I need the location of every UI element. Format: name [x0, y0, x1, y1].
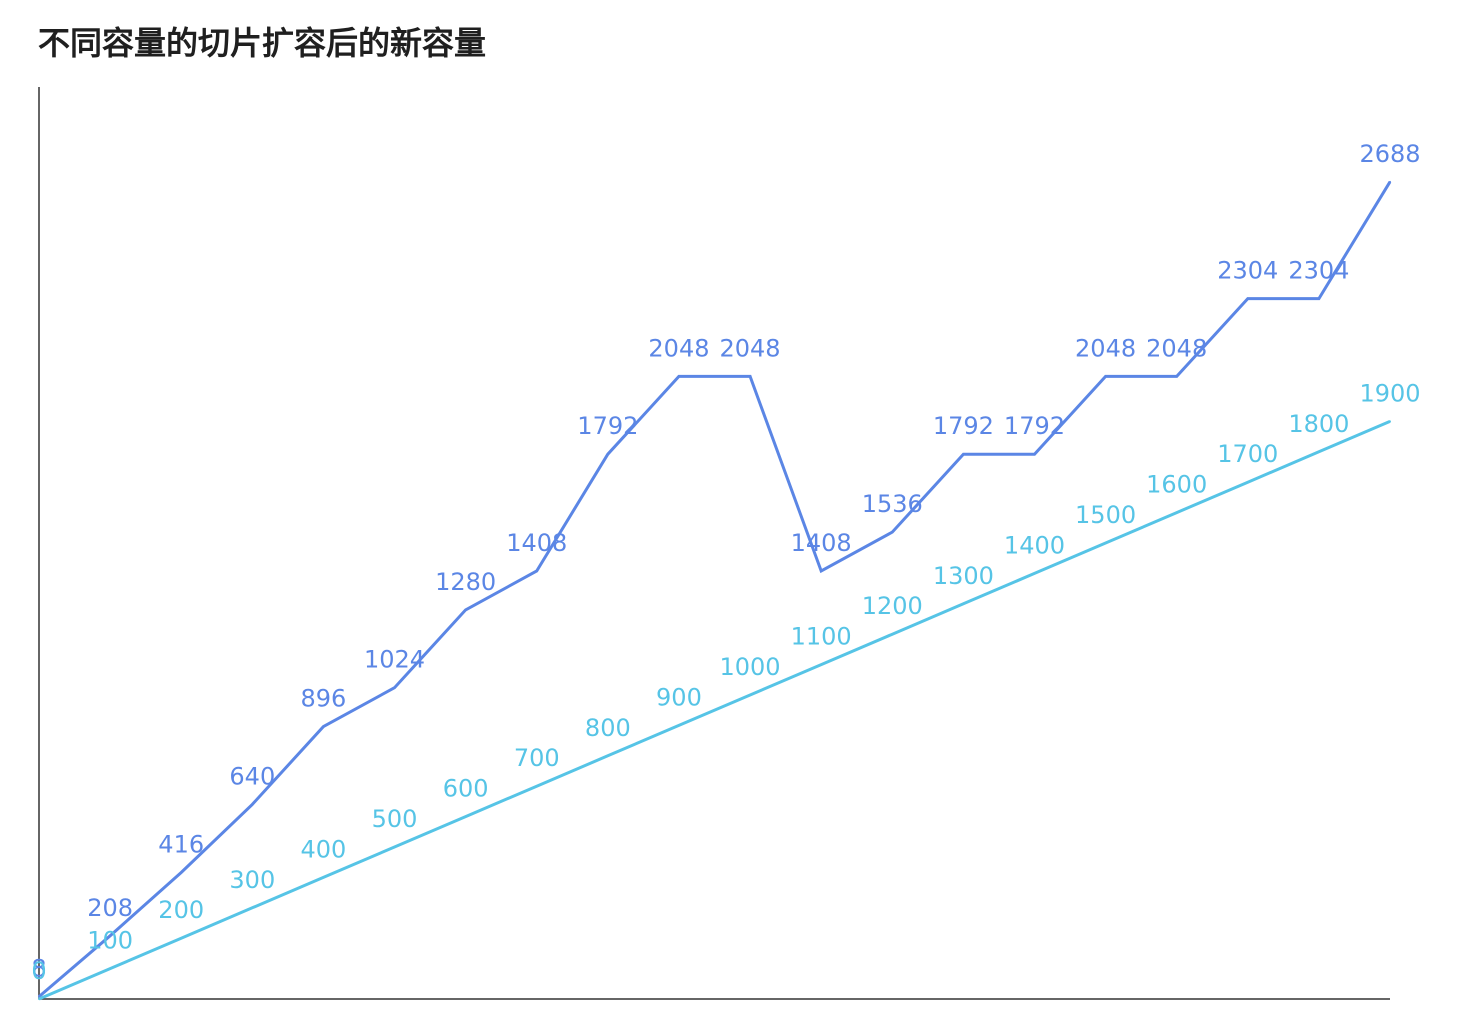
series-1-point [180, 871, 183, 874]
series-1-data-label: 208 [87, 894, 133, 922]
series-2-data-label: 1600 [1146, 471, 1207, 499]
series-1-data-label: 2304 [1217, 257, 1278, 285]
series-2-point [535, 785, 538, 788]
series-2-data-label: 400 [301, 835, 347, 863]
series-2-data-label: 1400 [1004, 531, 1065, 559]
series-1-data-label: 640 [229, 762, 275, 790]
series-1-point [38, 995, 40, 998]
series-1-data-label: 1792 [933, 412, 994, 440]
series-2-data-label: 100 [87, 927, 133, 955]
series-2-data-label: 1900 [1359, 379, 1420, 407]
series-1-data-label: 896 [301, 685, 347, 713]
series-2-point [1389, 420, 1391, 423]
series-2-data-label: 1500 [1075, 501, 1136, 529]
series-1-point [606, 453, 609, 456]
series-2-point [322, 876, 325, 879]
series-1-data-label: 2048 [1075, 334, 1136, 362]
series-2-point [464, 815, 467, 818]
series-2-data-label: 900 [656, 683, 702, 711]
series-1-point [820, 569, 823, 572]
series-1-data-label: 8 [31, 955, 46, 983]
series-1-point [322, 725, 325, 728]
series-1-data-label: 2048 [720, 334, 781, 362]
series-1-data-label: 1792 [1004, 412, 1065, 440]
series-1-data-label: 1536 [862, 490, 923, 518]
series-1-point [1317, 297, 1320, 300]
series-1-point [535, 569, 538, 572]
series-2-point [677, 724, 680, 727]
series-1-data-label: 416 [158, 831, 204, 859]
series-2-data-label: 1200 [862, 592, 923, 620]
series-2-point [251, 906, 254, 909]
series-2-data-label: 1700 [1217, 440, 1278, 468]
series-1-data-label: 1280 [435, 568, 496, 596]
series-1-data-label: 2048 [1146, 334, 1207, 362]
series-2-point [180, 937, 183, 940]
series-1-point [1033, 453, 1036, 456]
series-1-point [464, 608, 467, 611]
series-1-data-label: 1024 [364, 646, 425, 674]
series-2-point [1033, 572, 1036, 575]
series-2-point [109, 967, 112, 970]
series-2-point [891, 633, 894, 636]
series-2-data-label: 1800 [1288, 410, 1349, 438]
series-2-point [820, 663, 823, 666]
series-1-point [393, 686, 396, 689]
series-2-point [1317, 450, 1320, 453]
series-1-point [891, 531, 894, 534]
series-2-data-label: 1100 [791, 623, 852, 651]
series-2-data-label: 200 [158, 896, 204, 924]
series-1-data-label: 2048 [648, 334, 709, 362]
series-1-data-label: 2304 [1288, 257, 1349, 285]
series-line-2 [38, 420, 1391, 1001]
series-2-data-label: 500 [372, 805, 418, 833]
series-2-data-label: 800 [585, 714, 631, 742]
series-1-point [1389, 180, 1391, 183]
series-layer [38, 180, 1392, 1001]
series-2-point [606, 754, 609, 757]
series-2-point [749, 694, 752, 696]
series-1-point [749, 375, 752, 378]
series-2-point [1175, 511, 1178, 514]
series-2-data-label: 0 [31, 957, 46, 985]
series-1-point [677, 375, 680, 378]
series-line-1 [38, 181, 1392, 998]
series-2-point [38, 998, 40, 1000]
series-1-data-label: 1792 [577, 412, 638, 440]
series-1-point [1246, 297, 1249, 300]
series-1-point [251, 803, 254, 806]
series-2-data-label: 600 [443, 775, 489, 803]
series-2-point [1104, 542, 1107, 544]
label-layer: 8 208 416 640 896 1024 1280 1408 1792 2048 2048 140… [31, 140, 1420, 985]
series-1-data-label: 2688 [1359, 140, 1420, 168]
series-2-data-label: 300 [229, 866, 275, 894]
series-2-point [393, 846, 396, 848]
series-1-point [1104, 375, 1107, 378]
series-1-point [109, 934, 112, 937]
series-1-point [1175, 375, 1178, 378]
series-2-point [962, 602, 965, 605]
chart-title: 不同容量的切片扩容后的新容量 [38, 24, 487, 62]
series-1-data-label: 1408 [791, 529, 852, 557]
series-2-data-label: 700 [514, 744, 560, 772]
series-2-data-label: 1000 [720, 653, 781, 681]
series-2-data-label: 1300 [933, 562, 994, 590]
series-1-data-label: 1408 [506, 529, 567, 557]
series-1-point [962, 453, 965, 456]
series-2-point [1246, 481, 1249, 484]
